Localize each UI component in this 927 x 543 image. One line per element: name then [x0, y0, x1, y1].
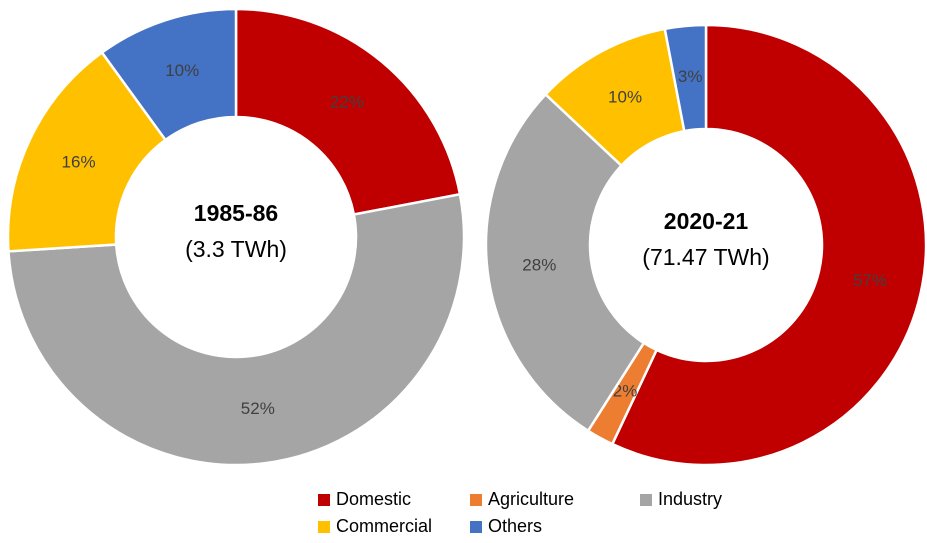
donut-slice — [6, 50, 168, 253]
center-title: 1985-86 — [194, 200, 278, 226]
donut-slice — [484, 92, 646, 433]
donut-slice — [234, 7, 462, 216]
donut-slice — [663, 23, 708, 133]
center-subtitle: (3.3 TWh) — [185, 236, 287, 262]
center-subtitle: (71.47 TWh) — [642, 244, 769, 270]
legend-swatch — [318, 494, 330, 506]
data-label: 57% — [853, 271, 887, 290]
legend-label: Industry — [658, 489, 722, 509]
donut-slice — [7, 192, 466, 467]
legend-label: Others — [488, 516, 542, 536]
data-label: 3% — [678, 67, 703, 86]
donut-slice — [100, 7, 238, 142]
legend-swatch — [470, 521, 482, 533]
data-label: 10% — [165, 61, 199, 80]
legend-label: Commercial — [336, 516, 432, 536]
legend-swatch — [640, 494, 652, 506]
legend-label: Agriculture — [488, 489, 574, 509]
legend-label: Domestic — [336, 489, 411, 509]
data-label: 22% — [330, 92, 364, 111]
legend-swatch — [470, 494, 482, 506]
donut-slice — [610, 23, 927, 467]
legend-swatch — [318, 521, 330, 533]
data-label: 28% — [522, 256, 556, 275]
center-title: 2020-21 — [664, 208, 749, 234]
data-label: 10% — [608, 87, 642, 106]
data-label: 52% — [241, 399, 275, 418]
data-label: 16% — [62, 152, 96, 171]
data-label: 2% — [613, 382, 638, 401]
